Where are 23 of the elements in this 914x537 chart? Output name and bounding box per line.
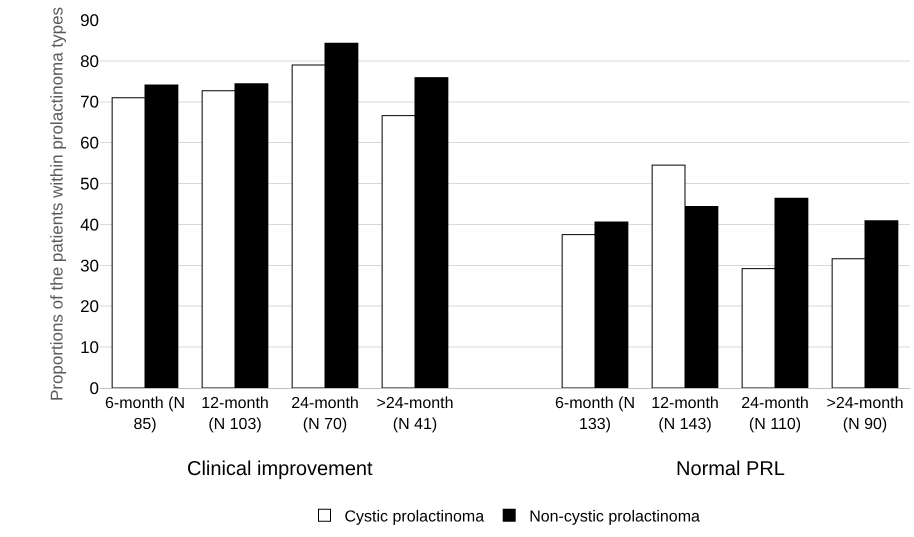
- y-tick-label: 40: [80, 215, 99, 234]
- text: Normal PRL: [676, 458, 785, 480]
- legend-label: Non-cystic prolactinoma: [529, 508, 700, 526]
- y-tick-label: 50: [80, 174, 99, 194]
- x-tick-label: 24-month (N 70): [291, 395, 359, 433]
- y-tick-label: 20: [80, 297, 99, 316]
- x-tick-label: >24-month (N 41): [376, 395, 454, 433]
- y-tick-label: 10: [80, 338, 99, 358]
- x-tick-label: 6-month (N 133): [554, 395, 636, 433]
- y-tick-label: 0: [90, 378, 99, 398]
- legend-label: Cystic prolactinoma: [344, 508, 484, 526]
- x-tick-label: 6-month (N 85): [104, 395, 186, 433]
- y-tick-label: 70: [80, 92, 99, 112]
- y-tick-label: 80: [80, 52, 99, 71]
- x-tick-label: 12-month (N 143): [651, 395, 719, 433]
- y-tick-label: 60: [80, 134, 99, 153]
- x-tick-label: 12-month (N 103): [201, 395, 269, 433]
- y-tick-label: 30: [80, 256, 99, 276]
- x-tick-label: >24-month (N 90): [826, 395, 904, 433]
- x-tick-label: 24-month (N 110): [741, 395, 809, 433]
- y-tick-label: 90: [80, 10, 99, 30]
- text: Clinical improvement: [187, 458, 374, 480]
- y-axis-title: Proportions of the patients within prolactinoma types: [48, 6, 67, 402]
